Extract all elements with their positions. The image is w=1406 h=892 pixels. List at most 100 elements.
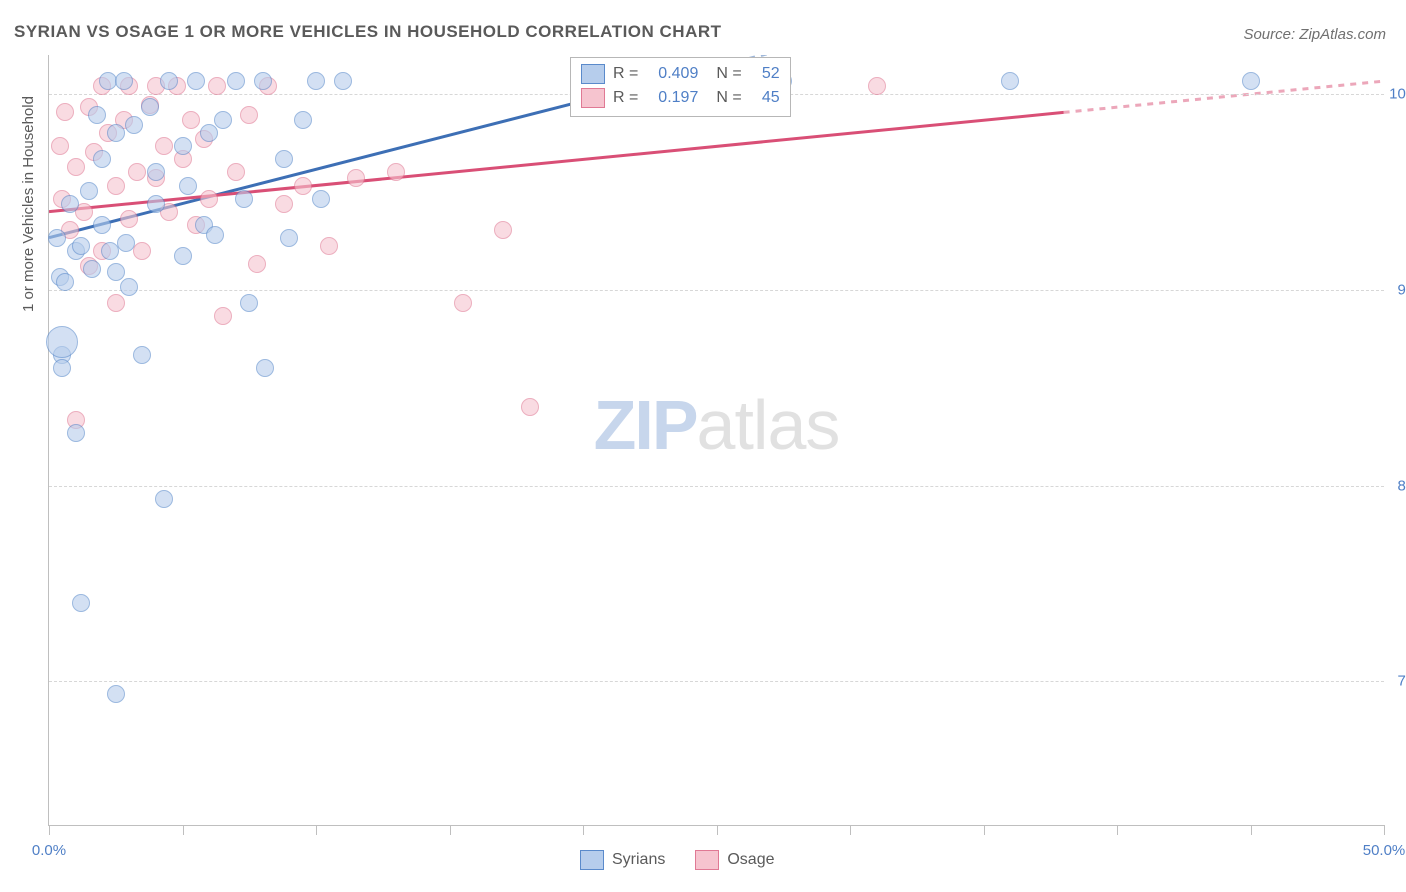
data-point [93, 216, 111, 234]
data-point [48, 229, 66, 247]
data-point [133, 346, 151, 364]
data-point [275, 195, 293, 213]
x-tick-label: 50.0% [1363, 842, 1406, 859]
data-point [200, 190, 218, 208]
watermark-atlas: atlas [697, 386, 840, 464]
legend-r-label: R = [613, 62, 638, 86]
data-point [334, 72, 352, 90]
chart-container: SYRIAN VS OSAGE 1 OR MORE VEHICLES IN HO… [0, 0, 1406, 892]
legend-series-name: Syrians [612, 851, 665, 869]
data-point [275, 150, 293, 168]
data-point [494, 221, 512, 239]
data-point [280, 229, 298, 247]
data-point [117, 234, 135, 252]
data-point [387, 163, 405, 181]
data-point [214, 307, 232, 325]
data-point [67, 158, 85, 176]
legend-swatch [581, 64, 605, 84]
data-point [179, 177, 197, 195]
data-point [521, 398, 539, 416]
source-label: Source: ZipAtlas.com [1243, 26, 1386, 43]
legend-r-label: R = [613, 86, 638, 110]
data-point [56, 273, 74, 291]
data-point [208, 77, 226, 95]
data-point [182, 111, 200, 129]
data-point [206, 226, 224, 244]
data-point [347, 169, 365, 187]
data-point [61, 195, 79, 213]
data-point [235, 190, 253, 208]
data-point [160, 72, 178, 90]
data-point [107, 294, 125, 312]
data-point [56, 103, 74, 121]
data-point [256, 359, 274, 377]
legend-swatch [580, 850, 604, 870]
watermark: ZIPatlas [594, 385, 840, 465]
x-tick [1251, 825, 1252, 835]
data-point [1001, 72, 1019, 90]
data-point [72, 594, 90, 612]
data-point [320, 237, 338, 255]
legend-r-value: 0.409 [646, 62, 698, 86]
data-point [141, 98, 159, 116]
correlation-legend: R = 0.409 N = 52 R = 0.197 N = 45 [570, 57, 791, 117]
data-point [147, 163, 165, 181]
x-tick [583, 825, 584, 835]
series-legend: Syrians Osage [580, 850, 775, 870]
legend-swatch [581, 88, 605, 108]
data-point [51, 137, 69, 155]
legend-series-name: Osage [727, 851, 774, 869]
data-point [155, 490, 173, 508]
data-point [200, 124, 218, 142]
data-point [240, 294, 258, 312]
data-point [294, 111, 312, 129]
x-tick [717, 825, 718, 835]
data-point [53, 359, 71, 377]
data-point [72, 237, 90, 255]
legend-n-value: 52 [750, 62, 780, 86]
gridline [49, 290, 1384, 291]
y-tick-label: 77.5% [1397, 673, 1406, 690]
data-point [67, 424, 85, 442]
x-tick-label: 0.0% [32, 842, 66, 859]
data-point [174, 137, 192, 155]
data-point [454, 294, 472, 312]
data-point [80, 182, 98, 200]
x-tick [49, 825, 50, 835]
data-point [248, 255, 266, 273]
legend-n-label: N = [716, 86, 741, 110]
data-point [93, 150, 111, 168]
legend-r-value: 0.197 [646, 86, 698, 110]
legend-row: R = 0.197 N = 45 [581, 86, 780, 110]
data-point [125, 116, 143, 134]
data-point [128, 163, 146, 181]
data-point [240, 106, 258, 124]
data-point [868, 77, 886, 95]
data-point [83, 260, 101, 278]
data-point [120, 278, 138, 296]
gridline [49, 681, 1384, 682]
data-point [155, 137, 173, 155]
chart-title: SYRIAN VS OSAGE 1 OR MORE VEHICLES IN HO… [14, 22, 722, 42]
legend-swatch [695, 850, 719, 870]
x-tick [183, 825, 184, 835]
data-point [312, 190, 330, 208]
data-point [254, 72, 272, 90]
legend-n-value: 45 [750, 86, 780, 110]
y-tick-label: 85.0% [1397, 477, 1406, 494]
legend-n-label: N = [716, 62, 741, 86]
watermark-zip: ZIP [594, 386, 697, 464]
data-point [214, 111, 232, 129]
x-tick [1384, 825, 1385, 835]
x-tick [316, 825, 317, 835]
data-point [133, 242, 151, 260]
data-point [187, 72, 205, 90]
x-tick [984, 825, 985, 835]
data-point [294, 177, 312, 195]
gridline [49, 486, 1384, 487]
y-tick-label: 100.0% [1389, 86, 1406, 103]
data-point [107, 124, 125, 142]
legend-item: Syrians [580, 850, 665, 870]
x-tick [450, 825, 451, 835]
data-point [227, 163, 245, 181]
